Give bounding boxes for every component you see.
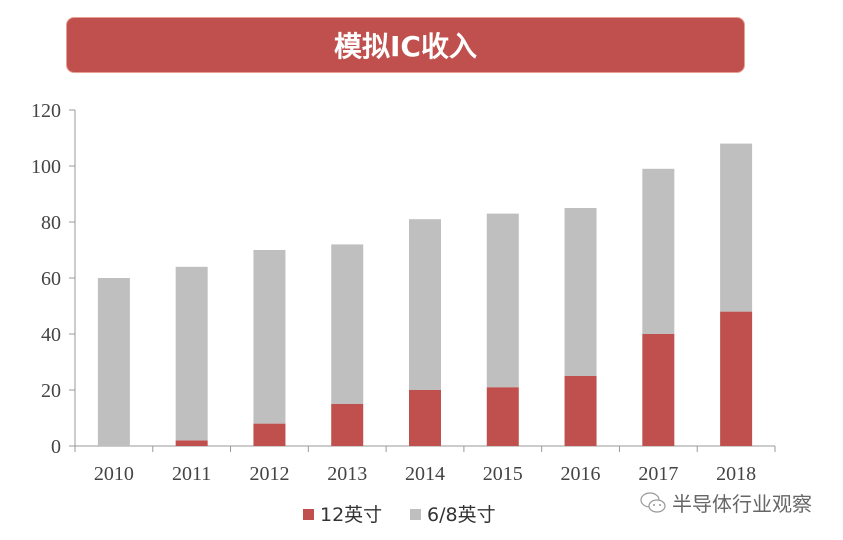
bar-6/8英寸-2018 xyxy=(720,143,753,312)
bar-12英寸-2018 xyxy=(720,311,753,446)
y-tick-label: 40 xyxy=(41,324,61,346)
bar-12英寸-2014 xyxy=(409,390,441,446)
bar-12英寸-2017 xyxy=(642,334,675,446)
legend-swatch xyxy=(303,509,314,520)
watermark-text: 半导体行业观察 xyxy=(672,492,812,516)
bar-6/8英寸-2012 xyxy=(253,250,286,424)
x-tick-label: 2011 xyxy=(172,463,211,485)
chart-title: 模拟IC收入 xyxy=(66,17,745,73)
bar-6/8英寸-2011 xyxy=(175,266,208,441)
y-tick-label: 120 xyxy=(31,100,61,122)
x-tick-label: 2013 xyxy=(327,463,367,485)
bar-12英寸-2013 xyxy=(331,404,364,446)
bar-12英寸-2015 xyxy=(486,387,519,446)
wechat-icon xyxy=(640,491,666,513)
bar-6/8英寸-2015 xyxy=(486,213,519,388)
y-tick-label: 60 xyxy=(41,268,61,290)
bar-12英寸-2016 xyxy=(564,376,597,446)
x-tick-label: 2016 xyxy=(561,463,601,485)
legend-label: 12英寸 xyxy=(320,504,382,526)
x-tick-label: 2014 xyxy=(405,463,445,485)
bar-6/8英寸-2014 xyxy=(409,219,441,390)
legend-label: 6/8英寸 xyxy=(427,504,496,526)
watermark: 半导体行业观察 xyxy=(640,488,812,517)
bar-6/8英寸-2013 xyxy=(331,244,364,404)
y-tick-label: 0 xyxy=(51,436,61,458)
y-tick-label: 20 xyxy=(41,380,61,402)
bar-12英寸-2011 xyxy=(175,440,208,446)
bar-12英寸-2012 xyxy=(253,423,286,446)
bar-6/8英寸-2017 xyxy=(642,168,675,334)
x-tick-label: 2017 xyxy=(638,463,678,485)
x-tick-label: 2012 xyxy=(249,463,289,485)
x-tick-label: 2015 xyxy=(483,463,523,485)
y-tick-label: 80 xyxy=(41,212,61,234)
x-tick-label: 2018 xyxy=(716,463,756,485)
legend-swatch xyxy=(410,509,421,520)
x-tick-label: 2010 xyxy=(94,463,134,485)
bar-6/8英寸-2010 xyxy=(97,278,130,446)
bar-6/8英寸-2016 xyxy=(564,208,597,376)
y-tick-label: 100 xyxy=(31,156,61,178)
